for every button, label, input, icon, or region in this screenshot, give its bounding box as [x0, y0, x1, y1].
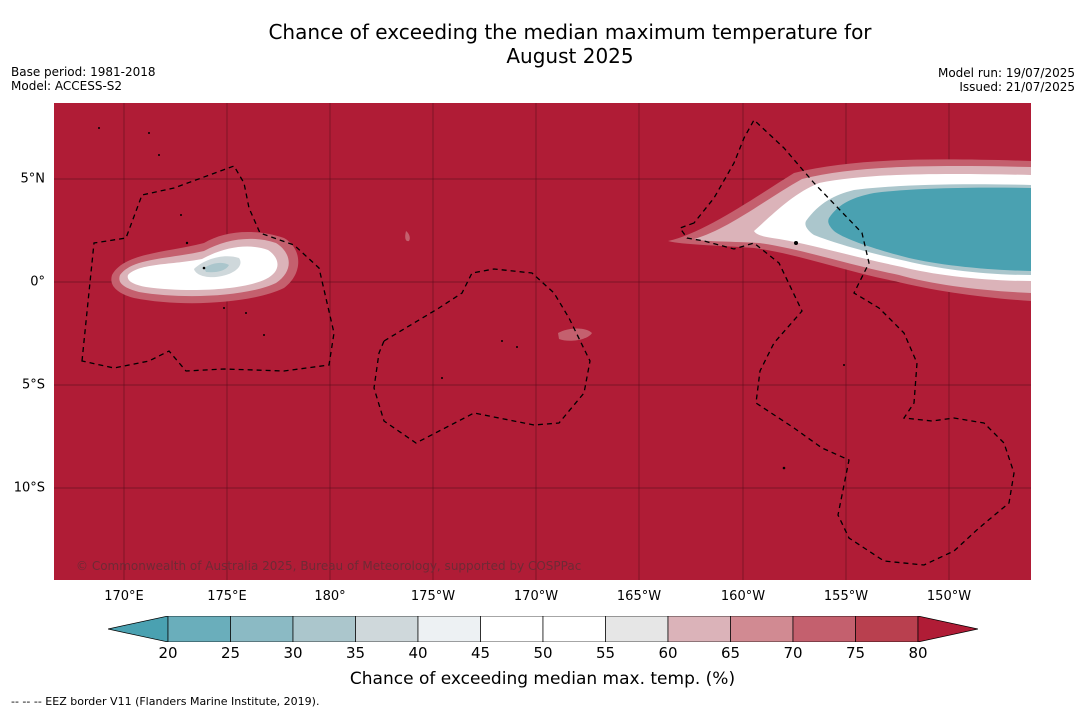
- colorbar-extend-high: [917, 616, 978, 642]
- eez-borders: [81, 118, 1015, 566]
- colorbar-tick-label: 55: [595, 644, 616, 662]
- colorbar-tick-label: 45: [470, 644, 491, 662]
- copyright-notice: © Commonwealth of Australia 2025, Bureau…: [76, 559, 581, 573]
- lon-tick-175e: 175°E: [207, 589, 247, 604]
- model-name: Model: ACCESS-S2: [11, 79, 123, 93]
- colorbar-cell: [355, 616, 419, 642]
- forecast-map: © Commonwealth of Australia 2025, Bureau…: [54, 103, 1031, 580]
- map-svg: © Commonwealth of Australia 2025, Bureau…: [54, 103, 1031, 580]
- lon-tick-165w: 165°W: [616, 589, 662, 604]
- lat-tick-10s: 10°S: [13, 480, 45, 496]
- lon-tick-155w: 155°W: [823, 589, 869, 604]
- colorbar-cell: [417, 616, 481, 642]
- title-line-2: August 2025: [506, 44, 634, 68]
- model-run: Model run: 19/07/2025: [937, 66, 1075, 80]
- eez-legend-note: -- -- -- EEZ border V11 (Flanders Marine…: [11, 695, 320, 708]
- colorbar-tick-label: 75: [845, 644, 866, 662]
- lon-tick-160w: 160°W: [720, 589, 766, 604]
- lon-tick-150w: 150°W: [926, 589, 972, 604]
- lon-tick-180: 180°: [314, 589, 346, 604]
- colorbar-cell: [542, 616, 606, 642]
- colorbar-cell: [167, 616, 231, 642]
- eastern-anomaly: [668, 159, 1031, 301]
- colorbar-tick-label: 60: [658, 644, 678, 662]
- islands: [98, 127, 845, 470]
- colorbar-cell: [292, 616, 356, 642]
- colorbar-tick-label: 20: [158, 644, 178, 662]
- colorbar-tick-label: 30: [283, 644, 303, 662]
- colorbar-cell: [730, 616, 794, 642]
- colorbar-tick-label: 65: [720, 644, 741, 662]
- colorbar-cell: [480, 616, 544, 642]
- lat-tick-0: 0°: [30, 274, 45, 290]
- colorbar-tick-label: 50: [533, 644, 553, 662]
- colorbar-extend-low: [108, 616, 169, 642]
- lon-tick-170w: 170°W: [513, 589, 559, 604]
- colorbar-cell: [667, 616, 731, 642]
- colorbar: [108, 616, 978, 642]
- base-period: Base period: 1981-2018: [11, 65, 156, 79]
- colorbar-cell: [855, 616, 919, 642]
- lon-tick-175w: 175°W: [410, 589, 456, 604]
- meta-right: Model run: 19/07/2025 Issued: 21/07/2025: [938, 66, 1075, 94]
- colorbar-tick-label: 35: [345, 644, 366, 662]
- map-title: Chance of exceeding the median maximum t…: [0, 20, 1085, 68]
- issued-date: Issued: 21/07/2025: [959, 80, 1075, 94]
- meta-left: Base period: 1981-2018 Model: ACCESS-S2: [11, 65, 156, 93]
- colorbar-cells: [108, 616, 978, 642]
- colorbar-tick-label: 70: [783, 644, 803, 662]
- colorbar-title: Chance of exceeding median max. temp. (%…: [349, 669, 736, 689]
- colorbar-tick-label: 25: [220, 644, 241, 662]
- colorbar-tick-label: 40: [408, 644, 428, 662]
- colorbar-cell: [605, 616, 669, 642]
- spot-2: [558, 328, 592, 341]
- lon-tick-170e: 170°E: [104, 589, 144, 604]
- colorbar-cell: [230, 616, 294, 642]
- spot-1: [405, 231, 410, 242]
- title-line-1: Chance of exceeding the median maximum t…: [268, 20, 872, 44]
- lat-tick-5s: 5°S: [21, 377, 45, 393]
- colorbar-tick-label: 80: [908, 644, 928, 662]
- lat-tick-5n: 5°N: [20, 171, 46, 187]
- colorbar-cell: [792, 616, 856, 642]
